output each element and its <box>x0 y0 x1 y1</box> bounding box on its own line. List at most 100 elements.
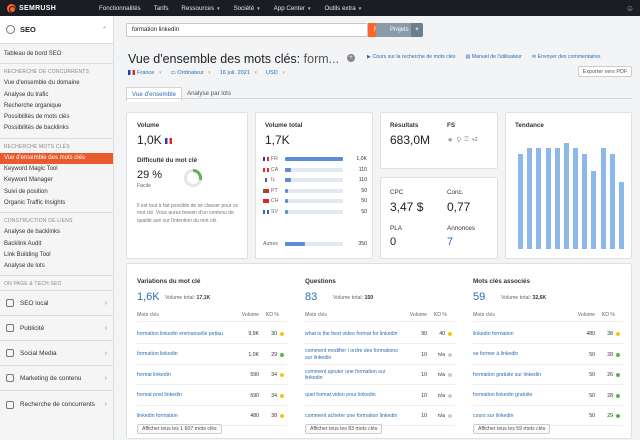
nav-item-label: Outils extra <box>324 4 356 12</box>
sidebar-item[interactable]: Suivi de position <box>4 188 48 195</box>
help-links: ▶ Cours sur la recherche de mots clés ▤ … <box>367 54 601 60</box>
keyword-volume: 10 <box>421 392 427 399</box>
sidebar-item[interactable]: Possibilités de mots clés <box>4 114 70 121</box>
sidebar-item[interactable]: Vue d'ensemble des mots clés <box>0 152 113 165</box>
keyword-link[interactable]: format linkedin <box>137 371 171 378</box>
nav-item-4[interactable]: App Center ▼ <box>274 5 312 12</box>
country-volume: 50 <box>361 208 367 215</box>
keyword-link[interactable]: comment acheter une formation linkedin <box>305 412 398 419</box>
sidebar-group-label: RECHERCHE MOTS CLÉS <box>4 143 70 150</box>
keyword-link[interactable]: formation linkedin gratuite <box>473 392 533 399</box>
volume-bar <box>285 199 343 203</box>
country-filter[interactable]: France ▼ <box>128 70 162 76</box>
tab-overview[interactable]: Vue d'ensemble <box>126 87 182 102</box>
export-pdf-button[interactable]: Exporter vers PDF <box>578 66 632 77</box>
trend-bar <box>600 148 606 249</box>
date-filter[interactable]: 16 juil. 2021 ▼ <box>219 70 258 76</box>
keyword-link[interactable]: comment ajouter une formation sur linked… <box>305 368 386 381</box>
keyword-kd: 38 <box>271 413 277 419</box>
nav-item-label: Tarifs <box>153 4 169 12</box>
sidebar-item[interactable]: Organic Traffic Insights <box>4 199 66 206</box>
nav-item-0[interactable]: Fonctionnalités <box>99 5 141 12</box>
column-header: Mots clés <box>137 312 159 318</box>
volume-card: Volume 1,0K Difficulté du mot clé 29 % F… <box>126 112 248 259</box>
volume-label: Volume <box>137 122 160 129</box>
keyword-link[interactable]: se former à linkedin <box>473 351 519 358</box>
volume-bar-fill <box>285 167 292 172</box>
related-show-all-button[interactable]: Afficher tous les 59 mots clés <box>473 424 551 434</box>
search-input[interactable]: formation linkedin <box>126 23 368 37</box>
keyword-link[interactable]: cours sur linkedin <box>473 412 514 419</box>
sidebar-item[interactable]: Keyword Manager <box>4 177 53 184</box>
add-icon[interactable]: + <box>347 54 355 62</box>
social-icon <box>6 349 14 358</box>
country-volume: 50 <box>361 198 367 204</box>
projects-button[interactable]: Projets + <box>376 23 423 37</box>
sidebar-item[interactable]: Keyword Magic Tool <box>4 166 58 173</box>
sidebar-item[interactable]: Link Building Tool <box>4 251 51 258</box>
variations-count[interactable]: 1,6K <box>137 291 160 303</box>
nav-item-1[interactable]: Tarifs <box>154 5 169 12</box>
chevron-down-icon: ▼ <box>216 5 221 11</box>
course-link[interactable]: ▶ Cours sur la recherche de mots clés <box>367 54 456 60</box>
sidebar-item[interactable]: Possibilités de backlinks <box>4 125 69 132</box>
feedback-link[interactable]: ✉ Envoyer des commentaires <box>531 54 601 60</box>
top-nav-menu: Fonctionnalités Tarifs Ressources ▼ Société ▼… <box>99 5 362 12</box>
sidebar-section-1[interactable]: Publicité › <box>0 315 113 341</box>
trend-bar <box>518 153 523 249</box>
sidebar-item[interactable]: Analyse de backlinks <box>4 229 61 236</box>
related-column: Mots clés associés 59 Volume total: 32,6K M… <box>473 264 623 440</box>
questions-show-all-button[interactable]: Afficher tous les 83 mots clés <box>305 424 383 434</box>
sidebar-item[interactable]: Tableau de bord SEO <box>4 51 62 57</box>
variations-show-all-button[interactable]: Afficher tous les 1 607 mots clés <box>137 424 222 434</box>
add-project-button[interactable]: + <box>411 23 423 37</box>
keyword-link[interactable]: comment modifier l ordre des formations … <box>305 348 398 361</box>
difficulty-value: 29 % <box>137 169 163 181</box>
tab-batch-analysis[interactable]: Analyse par lots <box>186 90 231 97</box>
device-filter[interactable]: ▭ Ordinateur ▼ <box>170 70 212 76</box>
keyword-link[interactable]: what is the best video format for linked… <box>305 330 398 337</box>
sidebar-item[interactable]: Backlink Audit <box>4 240 42 247</box>
difficulty-gauge <box>184 169 202 187</box>
sidebar-section-2[interactable]: Social Media › <box>0 340 113 366</box>
nav-item-label: Ressources <box>181 4 215 12</box>
semrush-logo[interactable]: SEMRUSH <box>7 3 89 13</box>
trend-bar <box>609 153 615 249</box>
currency-filter[interactable]: USD ▼ <box>265 70 286 76</box>
sidebar-item[interactable]: Analyse de lots <box>4 263 45 270</box>
others-label: Autres <box>263 241 278 247</box>
manual-link[interactable]: ▤ Manuel de l'utilisateur <box>465 54 522 60</box>
nav-item-2[interactable]: Ressources ▼ <box>181 5 220 12</box>
nav-item-3[interactable]: Société ▼ <box>234 5 261 12</box>
keyword-link[interactable]: formation linkedin <box>137 351 178 358</box>
row-divider <box>137 343 287 344</box>
sidebar-section-4[interactable]: Recherche de concurrents › <box>0 390 113 419</box>
sidebar-seo-header[interactable]: SEO ⌃ <box>0 16 113 44</box>
ads-icon <box>6 324 14 333</box>
related-count[interactable]: 59 <box>473 291 486 303</box>
sidebar-section-label: SEO local <box>20 299 49 307</box>
sidebar-item[interactable]: Analyse du trafic <box>4 91 49 98</box>
nav-item-5[interactable]: Outils extra ▼ <box>324 5 362 12</box>
competition-label: Conc. <box>447 189 464 196</box>
keyword-kd: 28 <box>607 351 613 358</box>
row-divider <box>473 384 623 385</box>
sidebar-section-0[interactable]: SEO local › <box>0 290 113 316</box>
pla-value: 0 <box>390 236 397 248</box>
user-icon[interactable]: ☺ <box>625 3 634 13</box>
keyword-link[interactable]: formation linkedin emmanuelle petiau <box>137 330 223 337</box>
global-volume-row: PT 50 <box>263 188 367 194</box>
ads-value[interactable]: 7 <box>447 236 454 248</box>
sidebar-divider <box>0 137 113 139</box>
keyword-link[interactable]: format post linkedin <box>137 392 182 399</box>
keyword-link[interactable]: linkedin formation <box>473 330 514 337</box>
keyword-link[interactable]: formation gratuite sur linkedin <box>473 371 542 378</box>
keyword-link[interactable]: linkedin formation <box>137 412 178 419</box>
sidebar-item[interactable]: Vue d'ensemble du domaine <box>4 80 80 87</box>
country-code: FR <box>271 156 278 162</box>
keyword-link[interactable]: quel format video pour linkedin <box>305 392 376 399</box>
questions-count[interactable]: 83 <box>305 291 318 303</box>
sidebar-section-3[interactable]: Marketing de contenu › <box>0 365 113 391</box>
sidebar-item[interactable]: Recherche organique <box>4 102 62 109</box>
volume-bar <box>285 167 343 172</box>
